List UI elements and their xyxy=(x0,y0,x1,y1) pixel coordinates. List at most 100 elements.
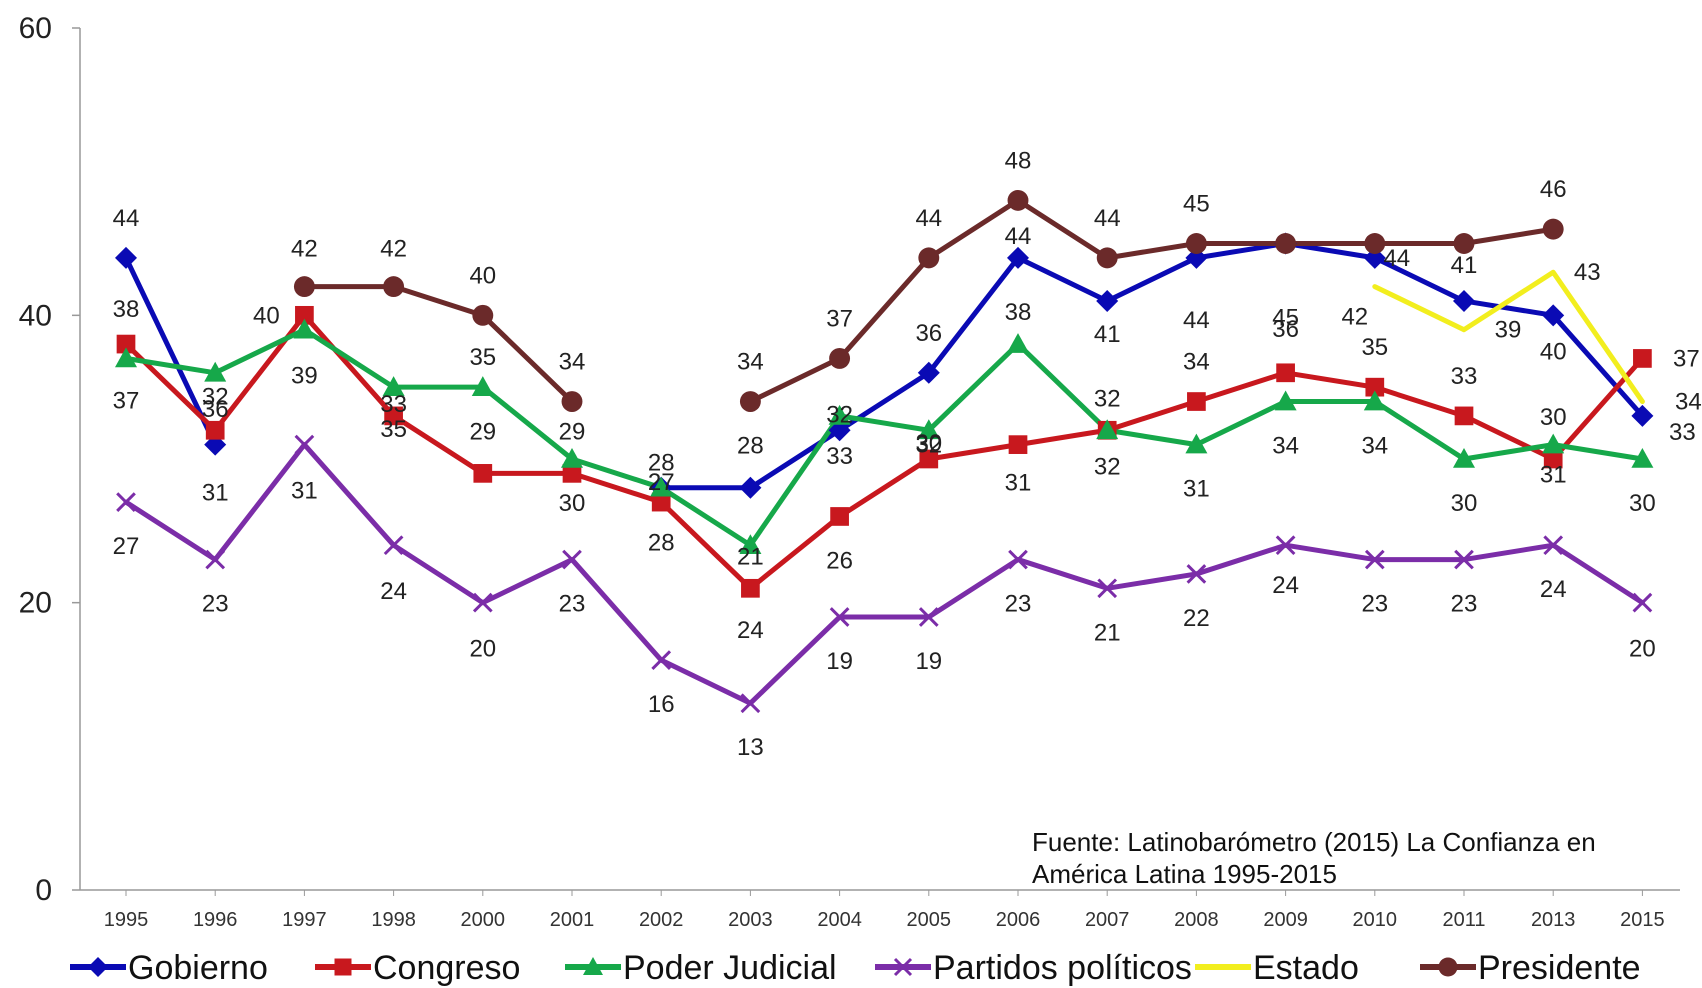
data-label: 16 xyxy=(648,691,675,718)
data-label: 45 xyxy=(1183,191,1210,218)
x-tick-label: 2001 xyxy=(550,909,595,931)
legend-marker-gobierno xyxy=(88,957,108,977)
legend-marker-congreso xyxy=(334,958,352,976)
data-label: 41 xyxy=(1451,252,1478,279)
data-label: 31 xyxy=(202,480,229,507)
data-label: 28 xyxy=(737,433,764,460)
data-label: 42 xyxy=(1341,304,1368,331)
data-point-congreso xyxy=(741,578,760,598)
data-label: 40 xyxy=(1540,338,1567,365)
data-label: 34 xyxy=(1361,433,1388,460)
data-point-poder-judicial xyxy=(471,376,494,396)
series-line-gobierno xyxy=(658,241,1645,491)
data-label: 24 xyxy=(737,617,764,644)
data-label: 35 xyxy=(469,344,496,371)
data-label: 36 xyxy=(202,396,229,423)
x-tick-label: 2004 xyxy=(817,909,862,931)
data-point-partidos-pol-ticos xyxy=(918,607,939,627)
data-label: 32 xyxy=(1094,453,1121,480)
data-label: 37 xyxy=(826,305,853,332)
data-label: 34 xyxy=(1183,349,1210,376)
data-label: 42 xyxy=(291,236,318,263)
x-tick-label: 2000 xyxy=(461,909,506,931)
series-markers xyxy=(115,189,1654,714)
data-label: 34 xyxy=(1675,389,1702,416)
legend: Gobierno Congreso Poder Judicial Partidos p… xyxy=(70,949,1641,987)
data-label: 30 xyxy=(559,490,586,517)
data-point-congreso xyxy=(651,492,671,512)
data-point-partidos-pol-ticos xyxy=(1454,549,1474,570)
data-label: 31 xyxy=(1540,462,1567,489)
data-label: 35 xyxy=(1361,334,1388,361)
data-point-partidos-pol-ticos xyxy=(1543,535,1564,556)
data-point-poder-judicial xyxy=(739,534,762,554)
x-tick-label: 1995 xyxy=(104,909,149,931)
x-tick-label: 2006 xyxy=(996,909,1041,931)
x-tick-label: 2008 xyxy=(1174,909,1219,931)
data-point-presidente xyxy=(739,391,761,412)
data-point-congreso xyxy=(205,420,225,440)
x-tick-label: 2010 xyxy=(1353,909,1398,931)
data-label: 38 xyxy=(113,296,140,323)
data-point-poder-judicial xyxy=(1542,433,1565,454)
data-point-poder-judicial xyxy=(1363,390,1386,411)
data-label: 43 xyxy=(1574,259,1601,286)
data-label: 23 xyxy=(1005,591,1032,618)
data-point-poder-judicial xyxy=(1185,433,1208,454)
data-point-gobierno xyxy=(739,476,762,499)
data-point-congreso xyxy=(473,464,493,483)
data-point-poder-judicial xyxy=(1631,448,1654,468)
legend-marker-partidos-pol-ticos xyxy=(893,957,913,977)
data-point-poder-judicial xyxy=(917,419,940,440)
data-point-presidente xyxy=(1096,247,1118,269)
data-label: 44 xyxy=(1183,307,1210,334)
data-point-presidente xyxy=(1275,233,1297,254)
data-label: 23 xyxy=(202,591,229,618)
data-label: 37 xyxy=(1673,345,1700,372)
data-label: 22 xyxy=(1183,605,1210,632)
data-label: 29 xyxy=(469,418,496,445)
data-label: 42 xyxy=(380,236,407,263)
data-point-partidos-pol-ticos xyxy=(1008,549,1028,570)
data-point-poder-judicial xyxy=(561,448,583,468)
data-label: 41 xyxy=(1094,321,1121,348)
data-label: 30 xyxy=(915,430,942,457)
data-label: 39 xyxy=(291,363,318,390)
data-point-partidos-pol-ticos xyxy=(562,549,582,570)
data-point-partidos-pol-ticos xyxy=(1275,535,1296,556)
data-label: 32 xyxy=(826,401,853,428)
data-point-partidos-pol-ticos xyxy=(740,693,761,714)
data-label: 36 xyxy=(915,320,942,347)
data-point-congreso xyxy=(1633,349,1652,368)
data-label: 30 xyxy=(1451,490,1478,517)
data-label: 44 xyxy=(1094,205,1121,232)
data-label: 20 xyxy=(1629,636,1656,663)
data-label: 29 xyxy=(559,418,586,445)
data-point-congreso xyxy=(1276,363,1295,383)
x-tick-label: 2015 xyxy=(1620,909,1665,931)
data-point-presidente xyxy=(1185,233,1207,254)
data-label: 13 xyxy=(737,734,764,761)
data-label: 19 xyxy=(915,648,942,675)
data-point-poder-judicial xyxy=(204,361,227,382)
data-point-gobierno xyxy=(828,419,851,442)
legend-label-estado: Estado xyxy=(1253,949,1359,987)
data-label: 46 xyxy=(1540,176,1567,203)
data-point-congreso xyxy=(384,406,403,426)
data-label: 37 xyxy=(113,387,140,414)
data-point-congreso xyxy=(1543,449,1563,469)
data-label: 31 xyxy=(1183,476,1210,503)
data-point-partidos-pol-ticos xyxy=(829,607,850,627)
data-point-presidente xyxy=(472,304,494,326)
data-label: 27 xyxy=(113,533,140,560)
data-point-gobierno xyxy=(1453,289,1475,312)
data-point-poder-judicial xyxy=(1453,448,1475,468)
x-tick-label: 2002 xyxy=(639,909,684,931)
data-label: 20 xyxy=(469,636,496,663)
x-tick-label: 1997 xyxy=(282,909,327,931)
legend-label-presidente: Presidente xyxy=(1478,949,1641,987)
data-label: 24 xyxy=(380,578,407,605)
x-tick-label: 2007 xyxy=(1085,909,1130,931)
data-point-poder-judicial xyxy=(115,347,137,368)
